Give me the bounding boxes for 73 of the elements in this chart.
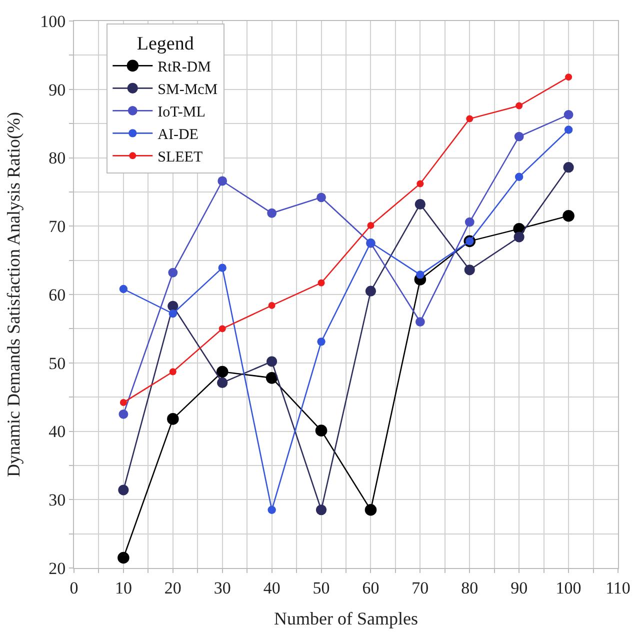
x-tick-label: 100 [556,578,582,598]
point [267,208,277,218]
x-tick-label: 20 [164,578,182,598]
point [119,284,128,294]
point [118,484,129,496]
point [414,198,426,210]
point [217,377,228,388]
point [364,504,377,516]
y-tick-label: 100 [40,12,66,31]
point [315,424,328,436]
point [514,232,524,242]
legend-label: SM-McM [158,82,218,98]
point [216,366,228,378]
legend-label: RtR-DM [158,60,211,76]
y-tick-label: 60 [48,285,66,304]
legend-label: SLEET [158,150,203,166]
y-tick-label: 40 [48,422,66,442]
point [169,368,176,376]
x-tick-label: 10 [114,578,132,598]
point [218,264,226,272]
point [168,300,178,312]
y-tick-label: 80 [48,148,66,168]
x-tick-label: 90 [510,578,528,598]
point [316,504,327,516]
x-tick-label: 60 [362,578,380,598]
point [118,552,130,564]
point [317,338,326,346]
y-tick-label: 20 [48,558,66,578]
point [564,110,574,120]
point [514,132,524,142]
x-tick-label: 40 [263,578,280,598]
point [218,176,228,186]
legend-label: IoT-ML [158,104,206,121]
point [318,279,325,286]
point [562,210,574,222]
point [466,115,474,122]
y-tick-label: 30 [48,490,66,510]
x-tick-label: 70 [412,578,429,598]
point [268,506,276,514]
point [565,74,572,81]
point [563,162,574,173]
point [365,286,376,296]
point [268,302,276,309]
point [516,102,523,110]
point [266,356,278,367]
y-tick-label: 50 [48,354,66,373]
x-tick-label: 30 [214,578,231,598]
x-tick-label: 50 [312,578,330,598]
point [514,172,524,181]
point [118,409,128,419]
point [266,372,278,384]
y-axis-title: Dynamic Demands Satisfaction Analysis Ratio(%) [3,112,24,477]
legend-label: AI-DE [158,127,198,144]
x-tick-label: 80 [461,578,478,598]
y-tick-label: 90 [48,80,66,100]
point [120,399,127,406]
point [464,217,474,227]
point [564,126,573,134]
x-tick-label: 0 [70,578,78,598]
x-axis-title: Number of Samples [274,608,418,628]
point [218,325,226,332]
point [168,310,178,318]
point [416,180,424,188]
y-tick-label: 70 [48,217,66,236]
point [167,413,179,425]
point [316,192,326,202]
x-tick-label: 110 [606,578,630,598]
point [168,268,178,278]
point [367,222,374,229]
point [416,270,424,279]
point [415,317,425,327]
point [464,264,475,276]
legend-title: Legend [136,33,194,54]
